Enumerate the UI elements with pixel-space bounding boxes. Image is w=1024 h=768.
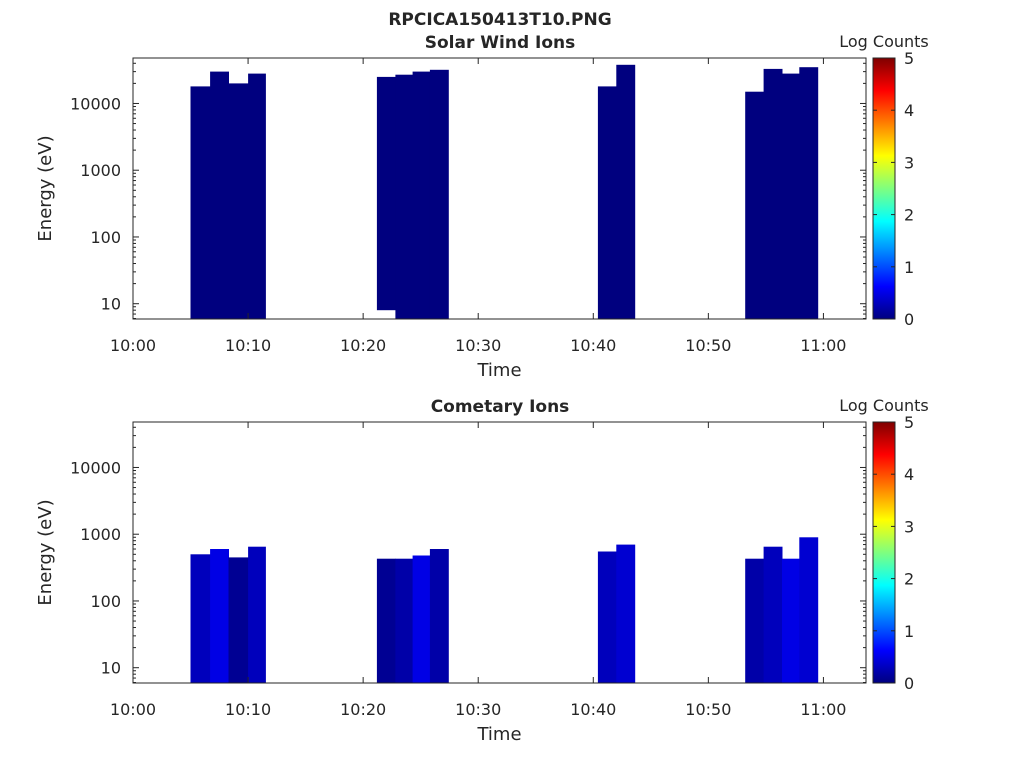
colorbar [872,421,896,684]
spectrogram-cell [745,558,765,683]
y-axis-label: Energy (eV) [35,499,56,605]
figure-title: RPCICA150413T10.PNG [388,10,611,30]
spectrogram-cell [376,76,396,311]
x-tick-label: 10:20 [340,700,386,719]
x-axis-label: Time [476,360,521,381]
spectrogram-cell [412,71,431,319]
colorbar-tick-label: 3 [904,517,914,536]
y-axis-label: Energy (eV) [35,135,56,241]
colorbar-label: Log Counts [839,32,929,51]
x-tick-label: 10:40 [570,336,616,355]
colorbar-tick-label: 0 [904,310,914,329]
x-tick-label: 10:30 [455,336,501,355]
y-tick-label: 10 [101,659,121,678]
y-tick-label: 100 [90,592,121,611]
panel-solar-wind-ions: Solar Wind Ions 10:00 10:10 10:20 10:30 10:40… [35,32,929,381]
spectrogram-cell [782,558,800,683]
spectrogram-cell [616,64,636,319]
y-tick-label: 10 [101,295,121,314]
x-tick-label: 11:00 [800,336,846,355]
x-tick-label: 11:00 [800,700,846,719]
spectrogram-cell [745,91,765,319]
colorbar-tick-label: 3 [904,153,914,172]
spectrogram-cell [210,71,229,319]
y-tick-label: 100 [90,228,121,247]
spectrogram-cell [395,558,414,683]
colorbar-tick-label: 1 [904,622,914,641]
spectrogram-cell [429,549,449,683]
spectrogram-cell [228,83,249,319]
panel-title: Cometary Ions [431,397,570,417]
colorbar-tick-label: 4 [904,101,914,120]
spectrogram-cell [228,557,249,683]
x-tick-label: 10:20 [340,336,386,355]
spectrogram-cell [412,555,431,683]
x-tick-label: 10:50 [685,700,731,719]
colorbar [872,57,896,320]
colorbar-tick-label: 0 [904,674,914,693]
x-tick-label: 10:00 [110,700,156,719]
spectrogram-cell [429,69,449,319]
spectrogram-cell [782,73,800,319]
x-tick-label: 10:40 [570,700,616,719]
y-tick-label: 1000 [80,161,121,180]
plot-axes [132,57,867,320]
spectrogram-cell [799,67,819,319]
x-tick-label: 10:00 [110,336,156,355]
spectrogram-cell [395,74,414,319]
x-tick-label: 10:30 [455,700,501,719]
y-tick-label: 1000 [80,525,121,544]
x-tick-label: 10:10 [225,336,271,355]
colorbar-tick-label: 4 [904,465,914,484]
panel-title: Solar Wind Ions [425,33,576,53]
x-tick-label: 10:50 [685,336,731,355]
colorbar-label: Log Counts [839,396,929,415]
spectrogram-cell [597,86,617,319]
spectrogram-cell [597,551,617,683]
spectrogram-cell [763,68,783,319]
x-axis-label: Time [476,724,521,745]
colorbar-tick-label: 2 [904,570,914,589]
spectrogram-cell [190,86,211,319]
spectrogram-cell [763,546,783,683]
spectrogram-cell [210,549,229,683]
spectrogram-cell [376,558,396,683]
y-tick-label: 10000 [70,458,121,477]
y-tick-label: 10000 [70,94,121,113]
plot-axes [132,421,867,684]
spectrogram-cell [248,546,266,683]
spectrogram-cell [190,554,211,683]
colorbar-tick-label: 1 [904,258,914,277]
colorbar-tick-label: 2 [904,206,914,225]
colorbar-tick-label: 5 [904,413,914,432]
colorbar-tick-label: 5 [904,49,914,68]
spectrogram-cell [248,73,266,319]
spectrogram-cell [616,544,636,683]
x-tick-label: 10:10 [225,700,271,719]
spectrogram-cell [799,537,819,683]
